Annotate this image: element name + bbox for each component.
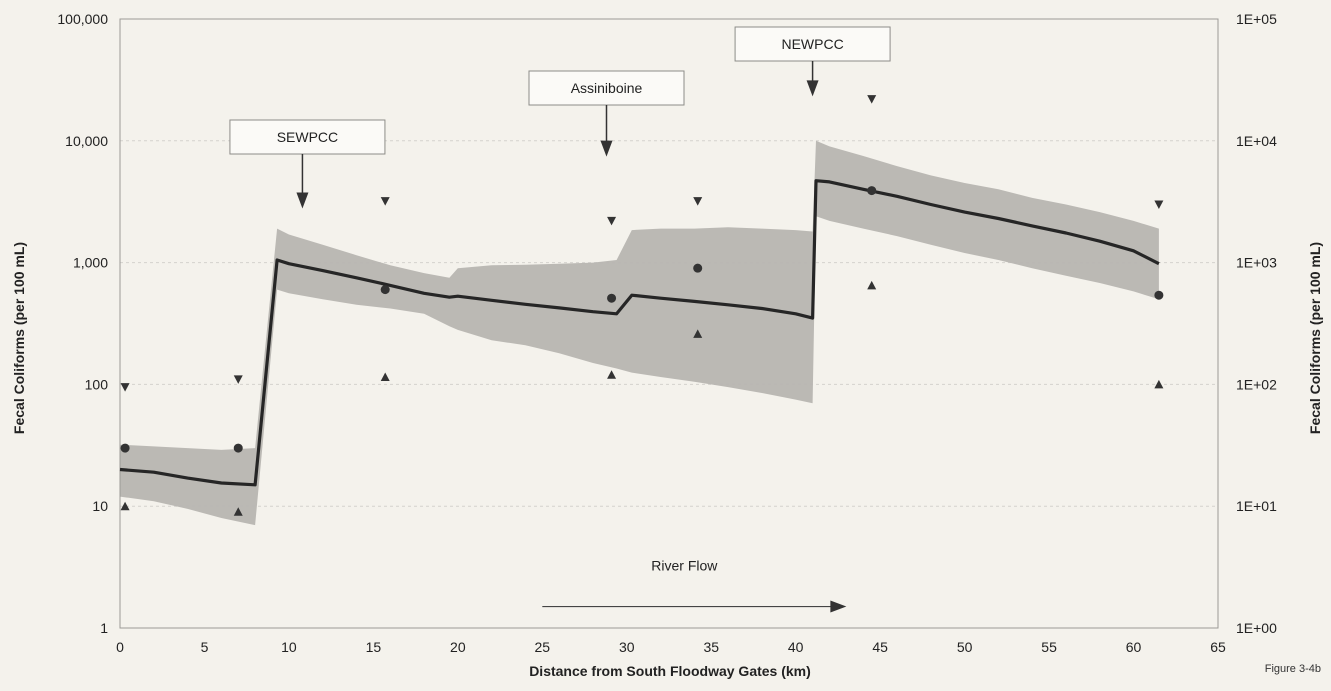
markers bbox=[120, 95, 1164, 516]
max-point bbox=[120, 383, 130, 392]
x-axis-title: Distance from South Floodway Gates (km) bbox=[529, 663, 811, 679]
mean-point bbox=[607, 293, 617, 303]
x-tick-label: 40 bbox=[788, 639, 804, 655]
confidence-band-area bbox=[120, 140, 1159, 526]
y-axis-title-left: Fecal Coliforms (per 100 mL) bbox=[11, 242, 27, 434]
y-tick-label-right: 1E+04 bbox=[1236, 133, 1277, 149]
flow-label: River Flow bbox=[651, 558, 718, 574]
callout-arrowhead bbox=[806, 80, 819, 97]
confidence-band bbox=[120, 140, 1159, 526]
mean-line-path bbox=[119, 179, 1160, 487]
y-tick-label-left: 10 bbox=[92, 498, 108, 514]
y-tick-label-left: 1,000 bbox=[73, 255, 108, 271]
max-point bbox=[867, 95, 877, 104]
max-point bbox=[693, 197, 703, 206]
min-point bbox=[607, 370, 617, 379]
y-axis-title-right: Fecal Coliforms (per 100 mL) bbox=[1307, 242, 1323, 434]
plot-frame bbox=[119, 18, 1219, 629]
callout-newpcc: NEWPCC bbox=[734, 26, 891, 97]
mean-point bbox=[867, 186, 877, 196]
max-point bbox=[380, 197, 390, 206]
callout-label: NEWPCC bbox=[781, 36, 843, 52]
max-point bbox=[607, 216, 617, 226]
y-tick-label-right: 1E+00 bbox=[1236, 620, 1277, 636]
x-tick-label: 60 bbox=[1126, 639, 1142, 655]
callout-box bbox=[229, 119, 386, 155]
y-tick-label-right: 1E+05 bbox=[1236, 11, 1277, 27]
mean-line bbox=[119, 179, 1160, 487]
y-tick-label-left: 1 bbox=[100, 620, 108, 636]
callout-sewpcc: SEWPCC bbox=[229, 119, 386, 209]
x-tick-label: 65 bbox=[1210, 639, 1226, 655]
min-point bbox=[693, 329, 703, 338]
mean-point bbox=[693, 263, 703, 273]
mean-point bbox=[1154, 290, 1164, 300]
y-tick-label-right: 1E+02 bbox=[1236, 376, 1277, 392]
callout-label: SEWPCC bbox=[277, 129, 338, 145]
x-tick-label: 0 bbox=[116, 639, 124, 655]
callout-arrowhead bbox=[600, 140, 613, 157]
callout-assiniboine: Assiniboine bbox=[528, 70, 685, 157]
y-tick-label-left: 100,000 bbox=[57, 11, 108, 27]
x-tick-label: 45 bbox=[872, 639, 888, 655]
flow-arrowhead bbox=[830, 600, 847, 613]
mean-point bbox=[233, 443, 243, 453]
y-tick-label-right: 1E+01 bbox=[1236, 498, 1277, 514]
min-point bbox=[1154, 379, 1164, 389]
y-tick-label-left: 100 bbox=[85, 376, 109, 392]
annotations: SEWPCC Assiniboine NEWPCC River Flow bbox=[229, 26, 891, 613]
x-tick-label: 10 bbox=[281, 639, 297, 655]
callout-arrowhead bbox=[296, 192, 309, 209]
x-tick-label: 15 bbox=[366, 639, 382, 655]
x-tick-label: 55 bbox=[1041, 639, 1057, 655]
x-tick-label: 30 bbox=[619, 639, 635, 655]
callout-label: Assiniboine bbox=[571, 80, 643, 96]
river-flow-indicator: River Flow bbox=[542, 558, 847, 613]
mean-point bbox=[120, 443, 130, 453]
callout-box bbox=[528, 70, 685, 106]
min-point bbox=[120, 501, 130, 511]
x-tick-label: 50 bbox=[957, 639, 973, 655]
mean-point bbox=[380, 285, 390, 295]
axes: 1101001,00010,000100,0001E+001E+011E+021… bbox=[57, 11, 1277, 655]
y-tick-label-left: 10,000 bbox=[65, 133, 108, 149]
x-tick-label: 35 bbox=[703, 639, 719, 655]
max-point bbox=[1154, 200, 1164, 209]
min-point bbox=[233, 507, 243, 516]
y-tick-label-right: 1E+03 bbox=[1236, 255, 1277, 271]
max-point bbox=[233, 375, 243, 384]
x-tick-label: 25 bbox=[535, 639, 551, 655]
min-point bbox=[867, 280, 877, 290]
x-tick-label: 20 bbox=[450, 639, 466, 655]
x-tick-label: 5 bbox=[201, 639, 209, 655]
figure-label: Figure 3-4b bbox=[1265, 663, 1321, 675]
plot-border bbox=[119, 18, 1219, 629]
min-point bbox=[380, 372, 390, 382]
